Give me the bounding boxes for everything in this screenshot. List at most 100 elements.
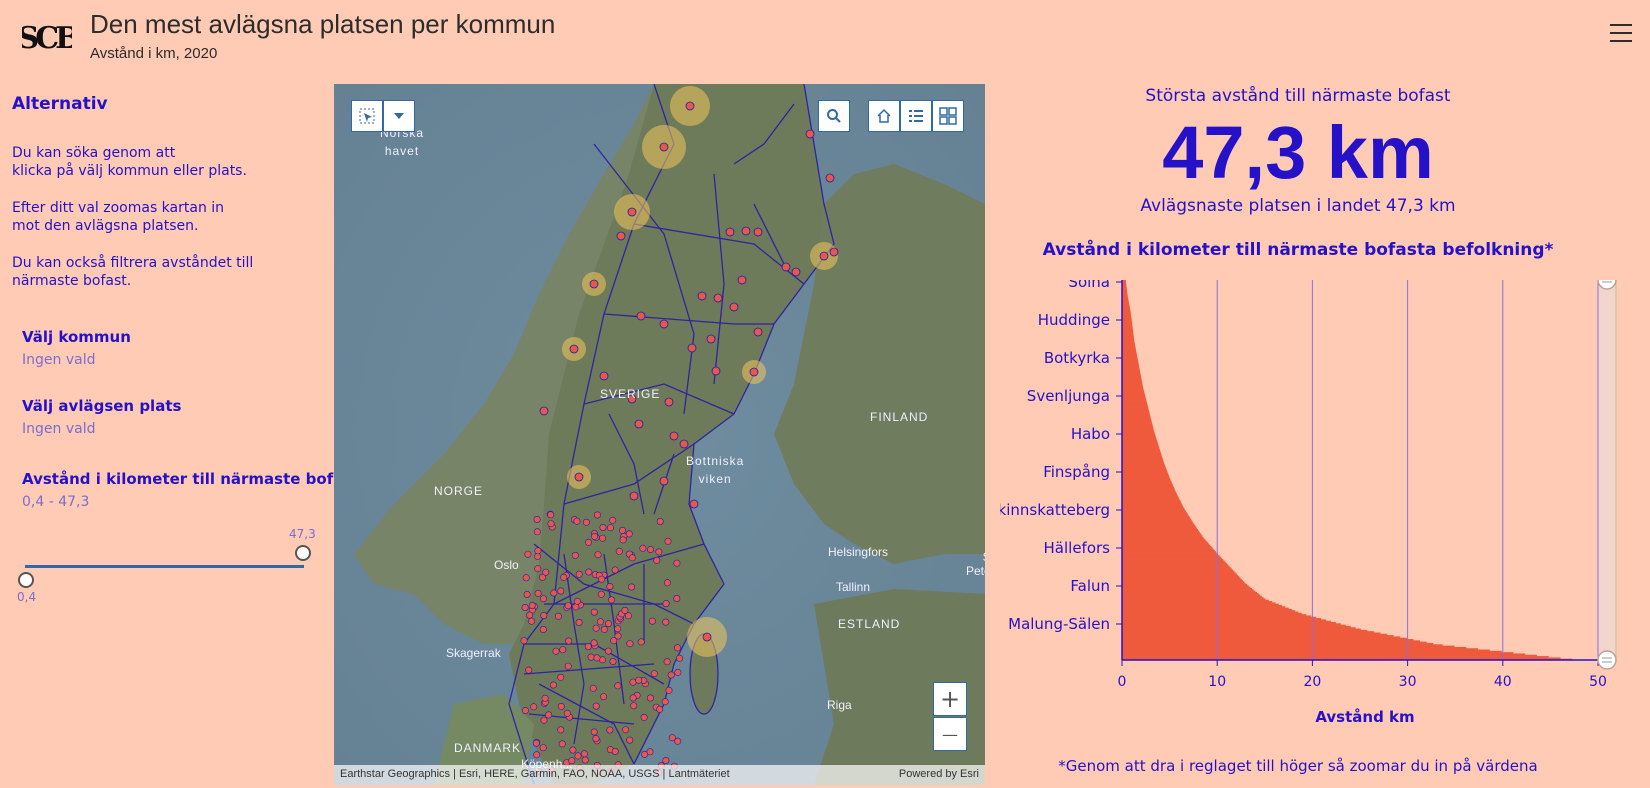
kommun-point[interactable] [668, 734, 676, 742]
kommun-point[interactable] [640, 713, 648, 721]
kommun-point[interactable] [539, 744, 547, 752]
kommun-point[interactable] [635, 676, 643, 684]
distance-slider-track[interactable] [25, 565, 304, 568]
kommun-point[interactable] [582, 518, 590, 526]
kommun-point[interactable] [600, 693, 608, 701]
kommun-point[interactable] [673, 559, 681, 567]
kommun-point[interactable] [530, 703, 538, 711]
kommun-point[interactable] [533, 528, 541, 536]
slider-min-handle[interactable] [18, 572, 34, 588]
kommun-point[interactable] [585, 538, 593, 546]
kommun-point[interactable] [592, 702, 600, 710]
select-kommun-label[interactable]: Välj kommun [22, 328, 131, 346]
kommun-point[interactable] [581, 756, 589, 764]
kommun-point[interactable] [656, 517, 664, 525]
select-kommun-value[interactable]: Ingen vald [22, 352, 96, 368]
kommun-point[interactable] [540, 595, 548, 603]
kommun-point[interactable] [597, 590, 605, 598]
kommun-point[interactable] [621, 606, 629, 614]
kommun-point[interactable] [534, 589, 542, 597]
kommun-point[interactable] [526, 611, 534, 619]
kommun-point[interactable] [545, 711, 553, 719]
kommun-point[interactable] [573, 517, 581, 525]
kommun-point[interactable] [661, 698, 669, 706]
kommun-point[interactable] [662, 756, 670, 764]
kommun-point[interactable] [594, 551, 602, 559]
kommun-point[interactable] [614, 682, 622, 690]
kommun-point[interactable] [606, 726, 614, 734]
kommun-point[interactable] [646, 694, 654, 702]
kommun-point[interactable] [611, 566, 619, 574]
scb-logo[interactable]: SCB [22, 10, 72, 60]
kommun-point[interactable] [593, 654, 601, 662]
zoom-out-button[interactable]: — [933, 717, 967, 751]
kommun-point[interactable] [653, 556, 661, 564]
kommun-point[interactable] [639, 544, 647, 552]
kommun-point[interactable] [540, 611, 548, 619]
kommun-point[interactable] [539, 625, 547, 633]
kommun-point[interactable] [596, 618, 604, 626]
kommun-point[interactable] [665, 686, 673, 694]
basemap-button[interactable] [932, 100, 964, 132]
kommun-point[interactable] [593, 511, 601, 519]
kommun-point[interactable] [528, 617, 536, 625]
kommun-point[interactable] [521, 707, 529, 715]
kommun-point[interactable] [615, 547, 623, 555]
kommun-point[interactable] [563, 709, 571, 717]
kommun-point[interactable] [611, 747, 619, 755]
kommun-point[interactable] [557, 726, 565, 734]
kommun-point[interactable] [618, 526, 626, 534]
kommun-point[interactable] [521, 603, 529, 611]
kommun-point[interactable] [540, 716, 548, 724]
select-plats-value[interactable]: Ingen vald [22, 421, 96, 437]
kommun-point[interactable] [590, 639, 598, 647]
kommun-point[interactable] [646, 545, 654, 553]
kommun-point[interactable] [557, 702, 565, 710]
kommun-point[interactable] [626, 736, 634, 744]
kommun-point[interactable] [641, 750, 649, 758]
kommun-point[interactable] [532, 739, 540, 747]
search-button[interactable] [818, 100, 850, 132]
kommun-point[interactable] [610, 637, 618, 645]
kommun-point[interactable] [573, 597, 581, 605]
kommun-point[interactable] [560, 573, 568, 581]
kommun-point[interactable] [547, 511, 555, 519]
kommun-point[interactable] [663, 579, 671, 587]
kommun-point[interactable] [606, 582, 614, 590]
kommun-point[interactable] [552, 647, 560, 655]
kommun-point[interactable] [607, 596, 615, 604]
kommun-point[interactable] [590, 608, 598, 616]
kommun-point[interactable] [662, 600, 670, 608]
kommun-point[interactable] [575, 570, 583, 578]
kommun-point[interactable] [575, 618, 583, 626]
kommun-point[interactable] [557, 673, 565, 681]
kommun-point[interactable] [674, 737, 682, 745]
select-dropdown-button[interactable] [383, 100, 415, 132]
kommun-point[interactable] [656, 705, 664, 713]
kommun-point[interactable] [584, 643, 592, 651]
kommun-point[interactable] [604, 620, 612, 628]
kommun-point[interactable] [524, 550, 532, 558]
kommun-point[interactable] [628, 554, 636, 562]
kommun-point[interactable] [629, 694, 637, 702]
kommun-point[interactable] [559, 646, 567, 654]
powered-by-esri[interactable]: Powered by Esri [898, 768, 979, 780]
kommun-point[interactable] [590, 728, 598, 736]
menu-icon[interactable] [1610, 24, 1632, 44]
kommun-point[interactable] [648, 617, 656, 625]
kommun-point[interactable] [598, 575, 606, 583]
kommun-point[interactable] [614, 632, 622, 640]
map-canvas[interactable] [334, 84, 985, 785]
kommun-point[interactable] [525, 666, 533, 674]
kommun-point[interactable] [550, 589, 558, 597]
kommun-point[interactable] [599, 523, 607, 531]
select-plats-label[interactable]: Välj avlägsen plats [22, 397, 182, 415]
kommun-point[interactable] [606, 524, 614, 532]
kommun-point[interactable] [589, 684, 597, 692]
slider-max-handle[interactable] [295, 545, 311, 561]
kommun-point[interactable] [600, 625, 608, 633]
kommun-point[interactable] [673, 644, 681, 652]
kommun-point[interactable] [662, 618, 670, 626]
kommun-point[interactable] [547, 520, 555, 528]
kommun-point[interactable] [571, 551, 579, 559]
